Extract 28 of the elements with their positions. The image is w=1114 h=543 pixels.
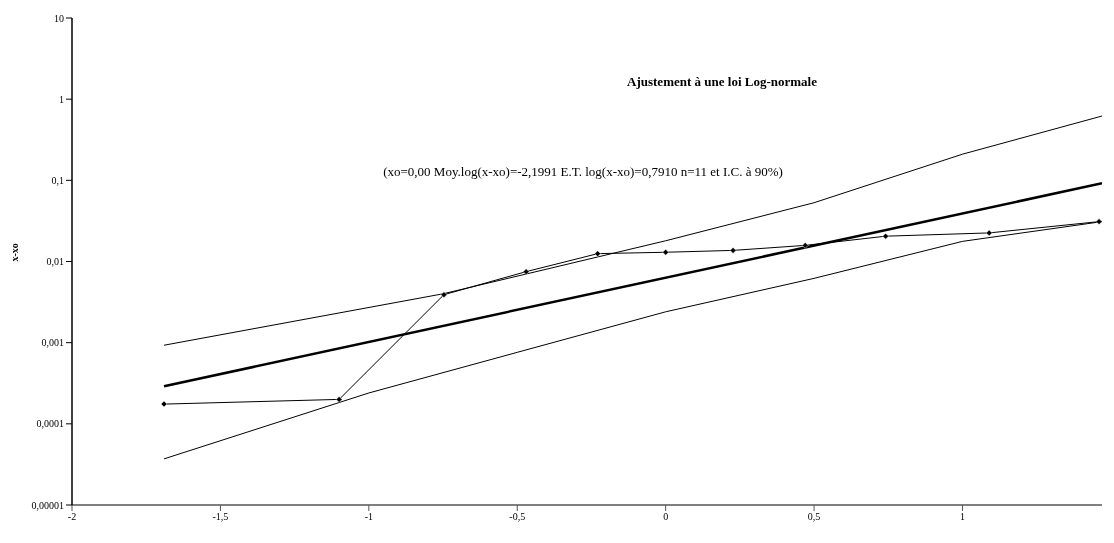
point [522, 268, 530, 275]
point [160, 400, 168, 408]
y-tick-label: 0,1 [51, 174, 64, 186]
point [440, 291, 448, 298]
text: Ajustement à une loi Log-normale [626, 74, 818, 90]
y-axis-title: x-xo [8, 243, 20, 262]
x-tick-label: 0 [663, 511, 669, 523]
point [1095, 218, 1102, 225]
x-tick-label: -1,5 [212, 511, 229, 523]
y-tick-label: 0,01 [46, 256, 64, 268]
x-tick-label: 0,5 [807, 511, 821, 523]
y-tick-label: 0,0001 [36, 418, 64, 430]
y-tick-label: 0,00001 [31, 499, 64, 511]
point [882, 232, 889, 240]
x-tick-label: -1 [364, 511, 373, 523]
text: (xo=0,00 Moy.log(x-xo)=-2,1991 E.T. log(x-xo)=0,7910 n=11 et I.C. à 90%) [383, 164, 783, 179]
point [594, 250, 601, 257]
y-tick-label: 10 [54, 12, 64, 24]
point [801, 242, 809, 249]
x-tick-label: -2 [67, 511, 77, 523]
x-tick-label: 1 [959, 511, 965, 523]
point [662, 249, 669, 256]
point [729, 247, 737, 254]
y-tick-label: 1 [59, 93, 64, 105]
x-tick-label: -0,5 [509, 511, 526, 523]
point [335, 396, 343, 403]
y-tick-label: 0,001 [41, 337, 64, 349]
point [985, 229, 993, 237]
